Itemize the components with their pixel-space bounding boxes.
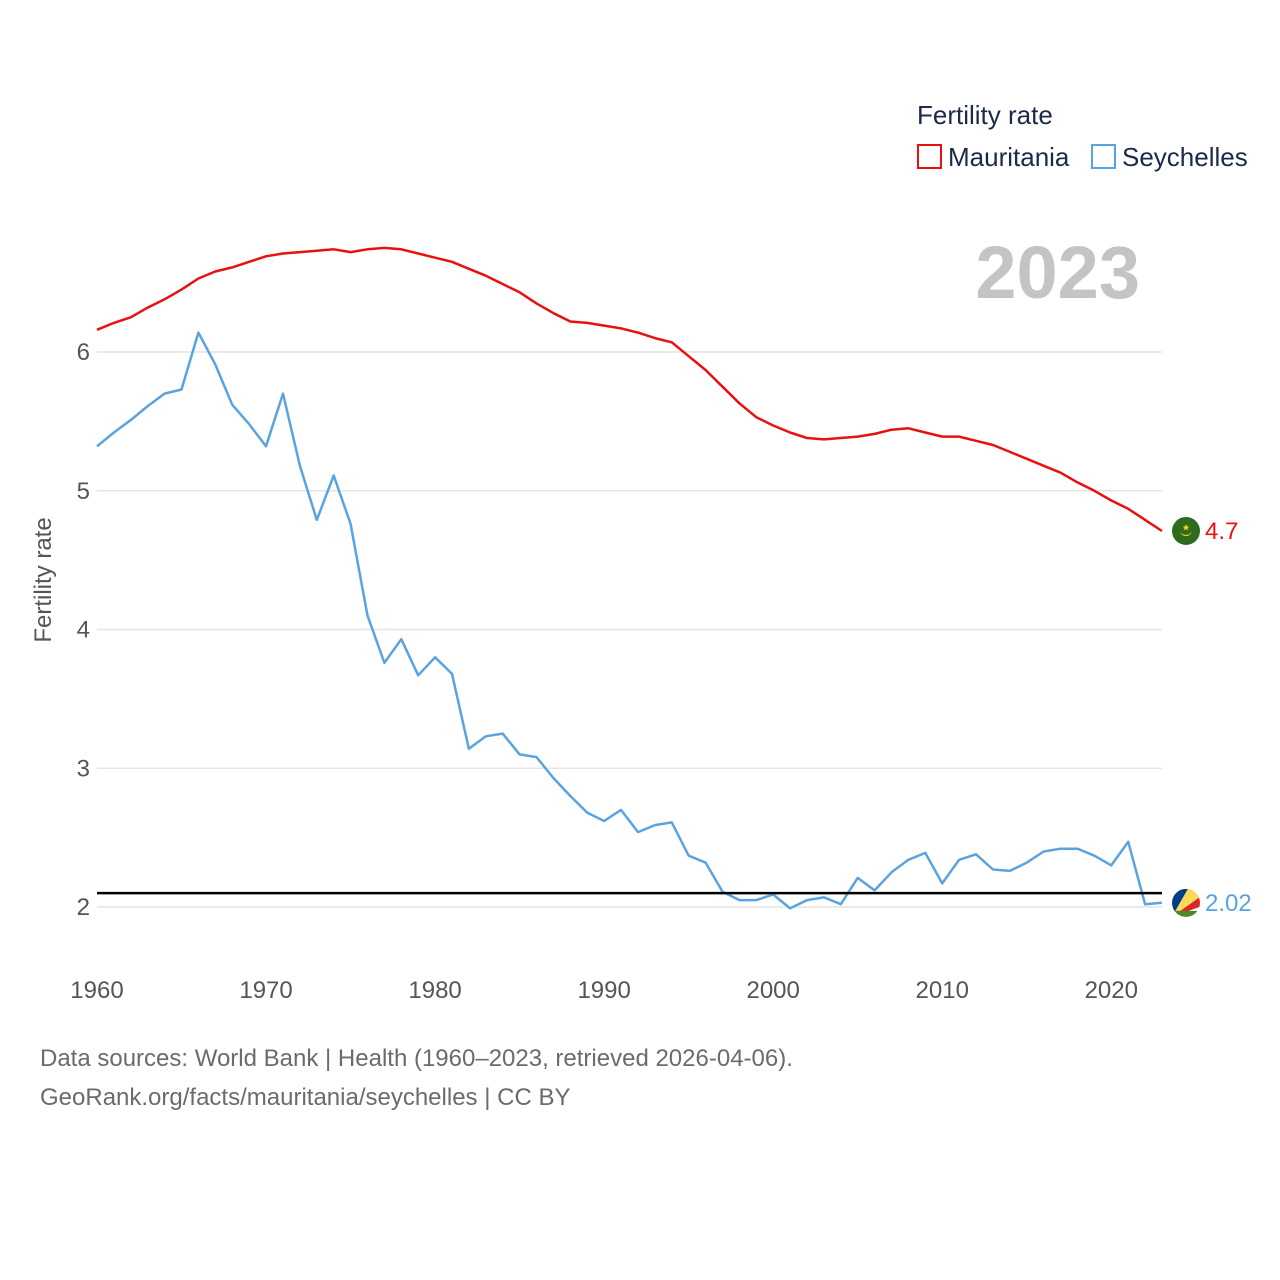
end-value-seychelles: 2.02 — [1205, 890, 1252, 917]
footer-sources: Data sources: World Bank | Health (1960–… — [40, 1045, 793, 1072]
legend-swatch-mauritania — [917, 144, 942, 169]
x-tick-label: 1980 — [408, 977, 461, 1004]
x-tick-label: 1990 — [577, 977, 630, 1004]
series-line-mauritania[interactable] — [96, 246, 1163, 533]
y-axis-label: Fertility rate — [30, 517, 57, 642]
legend-label-seychelles: Seychelles — [1122, 142, 1248, 172]
x-tick-label: 2010 — [916, 977, 969, 1004]
legend-item-mauritania[interactable]: Mauritania — [917, 142, 1070, 172]
y-tick-label: 5 — [77, 478, 90, 505]
mauritania-flag-icon — [1172, 516, 1200, 545]
seychelles-flag-icon — [1172, 888, 1200, 917]
x-axis-ticks: 1960 1970 1980 1990 2000 2010 2020 — [70, 977, 1138, 1004]
legend-title: Fertility rate — [917, 100, 1053, 130]
y-tick-label: 4 — [77, 617, 90, 644]
x-tick-label: 2000 — [746, 977, 799, 1004]
x-tick-label: 1970 — [239, 977, 292, 1004]
y-axis-ticks: 2 3 4 5 6 — [77, 339, 90, 921]
legend-label-mauritania: Mauritania — [948, 142, 1070, 172]
y-tick-label: 3 — [77, 755, 90, 782]
current-year-label: 2023 — [975, 231, 1140, 314]
legend-swatch-seychelles — [1091, 144, 1116, 169]
end-value-mauritania: 4.7 — [1205, 518, 1238, 545]
y-tick-label: 6 — [77, 339, 90, 366]
legend[interactable]: Fertility rate Mauritania Seychelles — [917, 100, 1248, 172]
x-tick-label: 1960 — [70, 977, 123, 1004]
gridlines — [97, 351, 1162, 908]
series-line-seychelles[interactable] — [96, 331, 1163, 910]
y-tick-label: 2 — [77, 894, 90, 921]
footer-attribution[interactable]: GeoRank.org/facts/mauritania/seychelles … — [40, 1084, 571, 1111]
x-tick-label: 2020 — [1085, 977, 1138, 1004]
legend-item-seychelles[interactable]: Seychelles — [1091, 142, 1248, 172]
series-lines — [96, 246, 1163, 910]
